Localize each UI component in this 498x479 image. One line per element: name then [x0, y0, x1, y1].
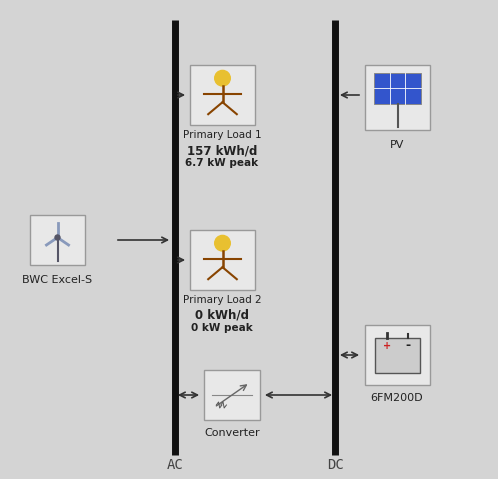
- Text: Converter: Converter: [204, 428, 260, 438]
- Circle shape: [55, 235, 60, 240]
- Bar: [204, 370, 260, 420]
- Text: DC: DC: [327, 458, 344, 472]
- Bar: [190, 65, 255, 125]
- Text: Primary Load 1: Primary Load 1: [183, 130, 261, 140]
- Text: 6FM200D: 6FM200D: [371, 393, 423, 403]
- Text: AC: AC: [167, 458, 183, 472]
- Text: Primary Load 2: Primary Load 2: [183, 295, 261, 305]
- Text: -: -: [405, 340, 410, 353]
- Bar: [190, 230, 255, 290]
- Bar: [375, 338, 420, 373]
- Text: 0 kWh/d: 0 kWh/d: [195, 309, 249, 322]
- Text: 157 kWh/d: 157 kWh/d: [187, 144, 257, 157]
- Text: +: +: [383, 341, 391, 351]
- Text: 6.7 kW peak: 6.7 kW peak: [185, 158, 258, 168]
- Circle shape: [215, 235, 230, 251]
- Bar: [365, 65, 430, 130]
- Bar: [374, 73, 421, 104]
- Bar: [365, 325, 430, 385]
- Text: PV: PV: [390, 140, 404, 150]
- Text: 0 kW peak: 0 kW peak: [191, 323, 253, 333]
- Text: BWC Excel-S: BWC Excel-S: [22, 275, 92, 285]
- Circle shape: [215, 70, 230, 86]
- Bar: [30, 215, 85, 265]
